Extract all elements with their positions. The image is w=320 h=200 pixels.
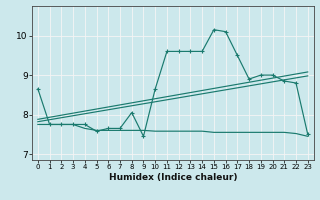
X-axis label: Humidex (Indice chaleur): Humidex (Indice chaleur) (108, 173, 237, 182)
